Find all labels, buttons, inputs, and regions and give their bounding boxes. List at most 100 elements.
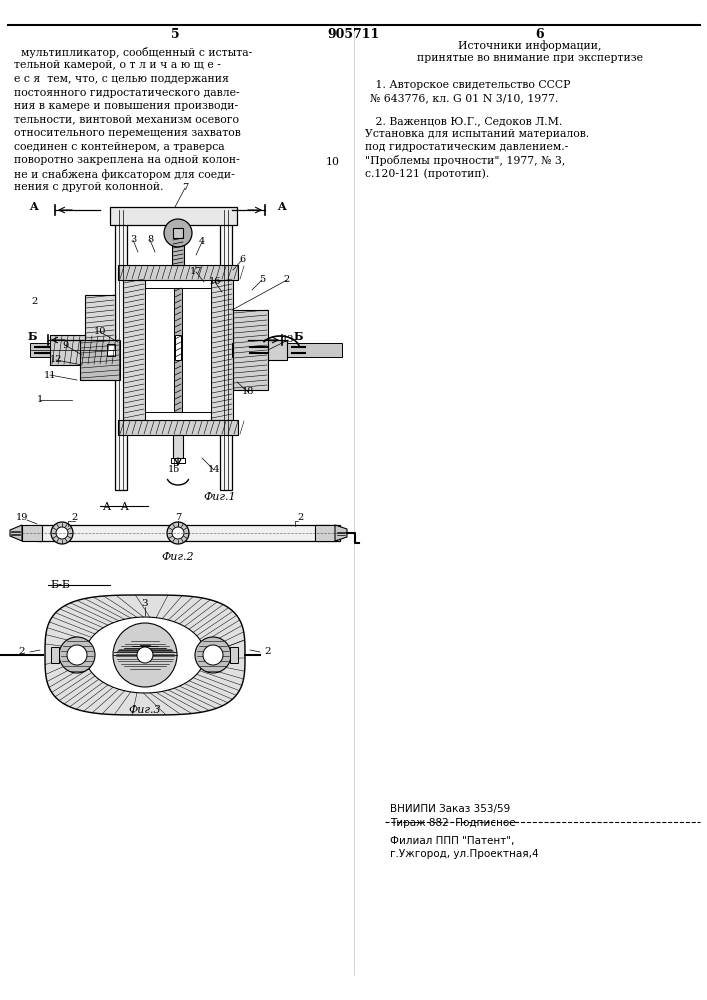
Text: 13: 13 bbox=[282, 336, 294, 344]
Circle shape bbox=[51, 522, 73, 544]
Text: 19: 19 bbox=[16, 514, 28, 522]
Bar bbox=[175, 335, 181, 360]
Text: 3: 3 bbox=[130, 235, 136, 244]
Bar bbox=[118, 265, 238, 280]
Text: Фиг.2: Фиг.2 bbox=[162, 552, 194, 562]
Text: ВНИИПИ Заказ 353/59: ВНИИПИ Заказ 353/59 bbox=[390, 804, 510, 814]
Text: поворотно закреплена на одной колон-: поворотно закреплена на одной колон- bbox=[14, 155, 240, 165]
Text: 2: 2 bbox=[297, 514, 303, 522]
Bar bbox=[173, 228, 183, 238]
Text: относительного перемещения захватов: относительного перемещения захватов bbox=[14, 128, 241, 138]
Bar bbox=[85, 295, 115, 340]
Bar bbox=[171, 458, 185, 463]
Text: 2: 2 bbox=[72, 514, 78, 522]
Text: 2: 2 bbox=[284, 275, 290, 284]
Text: постоянного гидростатического давле-: постоянного гидростатического давле- bbox=[14, 88, 240, 98]
Text: 905711: 905711 bbox=[328, 28, 380, 41]
Text: с.120-121 (прототип).: с.120-121 (прототип). bbox=[365, 168, 489, 179]
Bar bbox=[123, 280, 145, 420]
Text: 1: 1 bbox=[37, 395, 43, 404]
Text: нения с другой колонной.: нения с другой колонной. bbox=[14, 182, 163, 192]
Text: № 643776, кл. G 01 N 3/10, 1977.: № 643776, кл. G 01 N 3/10, 1977. bbox=[370, 93, 559, 103]
Text: под гидростатическим давлением.-: под гидростатическим давлением.- bbox=[365, 142, 568, 152]
Text: тельной камерой, о т л и ч а ю щ е -: тельной камерой, о т л и ч а ю щ е - bbox=[14, 60, 221, 70]
Bar bbox=[211, 280, 233, 420]
Text: 3: 3 bbox=[141, 598, 148, 607]
Polygon shape bbox=[10, 525, 22, 541]
Text: 4: 4 bbox=[199, 237, 205, 246]
Text: 2: 2 bbox=[32, 298, 38, 306]
Circle shape bbox=[172, 527, 184, 539]
Circle shape bbox=[67, 645, 87, 665]
Circle shape bbox=[137, 647, 153, 663]
Text: Фиг.1: Фиг.1 bbox=[203, 492, 235, 502]
Text: 7: 7 bbox=[175, 514, 181, 522]
Bar bbox=[174, 288, 182, 412]
Text: 8: 8 bbox=[147, 235, 153, 244]
Text: принятые во внимание при экспертизе: принятые во внимание при экспертизе bbox=[417, 53, 643, 63]
Bar bbox=[145, 288, 211, 412]
Bar bbox=[80, 340, 120, 380]
Text: Фиг.3: Фиг.3 bbox=[129, 705, 161, 715]
Text: 5: 5 bbox=[259, 275, 265, 284]
Text: Б: Б bbox=[293, 332, 303, 342]
Text: 18: 18 bbox=[242, 387, 255, 396]
Bar bbox=[172, 237, 184, 265]
Text: A - A: A - A bbox=[102, 502, 129, 512]
Text: ния в камере и повышения производи-: ния в камере и повышения производи- bbox=[14, 101, 238, 111]
Text: мультипликатор, сообщенный с истыта-: мультипликатор, сообщенный с истыта- bbox=[14, 47, 252, 58]
Text: Установка для испытаний материалов.: Установка для испытаний материалов. bbox=[365, 129, 589, 139]
Circle shape bbox=[164, 219, 192, 247]
Text: Филиал ППП "Патент",: Филиал ППП "Патент", bbox=[390, 836, 515, 846]
Circle shape bbox=[56, 527, 68, 539]
Text: Б-Б: Б-Б bbox=[50, 580, 70, 590]
Bar bbox=[232, 343, 342, 357]
Text: 6: 6 bbox=[239, 255, 245, 264]
Text: 11: 11 bbox=[44, 370, 57, 379]
Bar bbox=[50, 335, 115, 365]
Text: 17: 17 bbox=[189, 267, 202, 276]
Circle shape bbox=[167, 522, 189, 544]
Text: Источники информации,: Источники информации, bbox=[458, 40, 602, 51]
Bar bbox=[30, 343, 115, 357]
Text: Б: Б bbox=[28, 332, 37, 342]
Bar bbox=[118, 420, 238, 435]
Text: 10: 10 bbox=[326, 157, 340, 167]
Text: 14: 14 bbox=[208, 466, 221, 475]
Polygon shape bbox=[45, 595, 245, 715]
Text: A: A bbox=[29, 202, 37, 213]
Bar bbox=[22, 525, 42, 541]
Bar bbox=[110, 207, 237, 225]
Text: тельности, винтовой механизм осевого: тельности, винтовой механизм осевого bbox=[14, 114, 239, 124]
Text: 6: 6 bbox=[536, 28, 544, 41]
Bar bbox=[220, 210, 232, 490]
Bar bbox=[173, 435, 183, 460]
Bar bbox=[51, 647, 59, 663]
Text: 15: 15 bbox=[168, 466, 180, 475]
Text: Тираж 882  Подписное: Тираж 882 Подписное bbox=[390, 818, 515, 828]
Polygon shape bbox=[335, 525, 347, 541]
Text: 9: 9 bbox=[62, 340, 68, 350]
Circle shape bbox=[203, 645, 223, 665]
Circle shape bbox=[59, 637, 95, 673]
Text: 2: 2 bbox=[264, 647, 271, 656]
Bar bbox=[315, 525, 337, 541]
Text: 2. Важенцов Ю.Г., Седоков Л.М.: 2. Важенцов Ю.Г., Седоков Л.М. bbox=[365, 116, 562, 126]
Text: 1. Авторское свидетельство СССР: 1. Авторское свидетельство СССР bbox=[365, 80, 571, 90]
Bar bbox=[233, 310, 268, 390]
Text: 10: 10 bbox=[94, 328, 106, 336]
Text: "Проблемы прочности", 1977, № 3,: "Проблемы прочности", 1977, № 3, bbox=[365, 155, 566, 166]
Text: 5: 5 bbox=[170, 28, 180, 41]
Text: 2: 2 bbox=[18, 647, 25, 656]
Text: г.Ужгород, ул.Проектная,4: г.Ужгород, ул.Проектная,4 bbox=[390, 849, 539, 859]
Text: 12: 12 bbox=[49, 356, 62, 364]
Circle shape bbox=[195, 637, 231, 673]
Bar bbox=[230, 647, 238, 663]
Text: 16: 16 bbox=[209, 277, 221, 286]
Text: A: A bbox=[276, 202, 286, 213]
Text: 7: 7 bbox=[182, 184, 188, 192]
Polygon shape bbox=[85, 617, 205, 693]
Text: е с я  тем, что, с целью поддержания: е с я тем, что, с целью поддержания bbox=[14, 74, 229, 84]
Text: не и снабжена фиксатором для соеди-: не и снабжена фиксатором для соеди- bbox=[14, 168, 235, 180]
Bar bbox=[37, 525, 340, 541]
